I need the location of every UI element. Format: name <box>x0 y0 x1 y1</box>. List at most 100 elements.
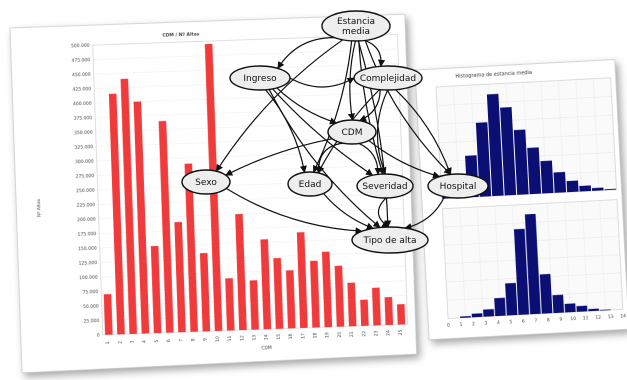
left-xtick-label: 13 <box>251 335 257 341</box>
network-edge <box>277 37 335 69</box>
right-bottom-bar <box>471 313 483 318</box>
left-bar <box>310 260 320 328</box>
left-ytick-label: 300.000 <box>75 159 94 166</box>
node-label: Tipo de alta <box>363 236 417 246</box>
network-edge <box>364 39 386 67</box>
left-gridline <box>100 266 406 278</box>
node-label: Ingreso <box>243 74 277 84</box>
left-ytick-label: 350.000 <box>74 130 93 137</box>
left-bar <box>249 280 259 330</box>
left-xtick-label: 23 <box>373 330 379 336</box>
left-bar <box>158 120 174 333</box>
left-xtick-label: 2 <box>117 341 123 344</box>
left-xtick-label: 9 <box>203 338 209 341</box>
left-bar <box>285 270 296 329</box>
left-xtick-label: 15 <box>276 334 282 340</box>
right-bottom-xtick-label: 13 <box>608 314 614 320</box>
left-xtick-label: 3 <box>129 340 135 343</box>
left-xtick-label: 21 <box>349 331 355 337</box>
left-ytick-label: 0 <box>97 333 100 339</box>
right-bottom-bar <box>483 309 495 317</box>
right-bottom-bar <box>505 282 518 316</box>
network-edge <box>268 89 381 228</box>
right-bottom-xtick-label: 7 <box>534 318 537 324</box>
left-gridline <box>93 48 398 60</box>
node-label: CDM <box>342 128 363 138</box>
left-bar <box>199 252 211 332</box>
left-gridline <box>96 150 402 162</box>
right-top-bar <box>591 187 604 191</box>
network-edge <box>358 40 385 175</box>
left-ytick-label: 250.000 <box>76 188 95 195</box>
node-label: Sexo <box>195 178 217 188</box>
network-edge <box>364 40 452 175</box>
network-edge <box>404 196 446 231</box>
network-edge <box>276 87 338 125</box>
left-bar <box>260 239 272 330</box>
right-bottom-gridline <box>599 200 606 311</box>
left-bar <box>347 282 357 327</box>
node-ellipse <box>181 169 231 195</box>
left-bar <box>396 304 406 325</box>
left-ytick-label: 375.000 <box>73 115 92 122</box>
right-bottom-gridline <box>477 206 484 317</box>
right-top-bar <box>486 93 504 197</box>
right-bottom-gridline <box>581 201 589 312</box>
left-xtick-label: 19 <box>325 332 331 338</box>
right-bottom-xtick-label: 5 <box>509 319 512 325</box>
network-node-ingreso: Ingreso <box>229 65 291 91</box>
network-edge <box>225 187 363 235</box>
network-edge <box>358 142 382 176</box>
left-xtick-label: 1 <box>105 341 111 344</box>
right-bottom-bar <box>494 297 506 317</box>
left-xtick-label: 22 <box>361 331 367 337</box>
left-bar <box>184 163 198 332</box>
right-bottom-bar <box>588 308 600 312</box>
node-ellipse <box>351 226 429 254</box>
right-bottom-bar <box>576 305 588 312</box>
left-ytick-label: 125.000 <box>79 260 98 267</box>
left-xtick-label: 18 <box>312 332 318 338</box>
right-bottom-xtick-label: 0 <box>447 323 450 329</box>
right-bottom-xtick-label: 10 <box>570 316 576 322</box>
left-bar <box>174 221 186 333</box>
left-gridline <box>100 251 406 263</box>
left-ytick-label: 200.000 <box>77 217 96 224</box>
left-gridline <box>98 193 404 205</box>
node-label: Complejidad <box>360 74 416 84</box>
network-node-sexo: Sexo <box>181 169 231 195</box>
right-top-bar <box>604 188 617 191</box>
left-bar <box>235 213 247 331</box>
left-bar <box>120 78 138 335</box>
left-xtick-label: 16 <box>288 333 294 339</box>
left-ytick-label: 400.000 <box>73 101 92 108</box>
left-chart-sheet: CDM / Nº Altas Nº Altas CDM 0 25.000 50.00… <box>9 13 418 374</box>
left-ytick-label: 50.000 <box>83 304 99 311</box>
network-node-cdm: CDM <box>327 119 377 145</box>
network-node-edad: Edad <box>287 171 333 197</box>
right-bottom-bar <box>539 273 553 314</box>
right-bottom-xtick-label: 2 <box>472 321 475 327</box>
network-edge <box>323 193 374 230</box>
right-top-bar <box>553 171 567 193</box>
left-chart-ylabel: Nº Altas <box>36 198 43 217</box>
network-edge <box>358 89 381 122</box>
left-xtick-label: 24 <box>385 330 391 336</box>
node-ellipse <box>229 65 291 91</box>
left-bar <box>273 257 284 329</box>
network-edge <box>376 89 389 175</box>
left-xtick-label: 25 <box>398 329 404 335</box>
right-bottom-gridline <box>512 205 519 315</box>
right-top-bar <box>527 147 542 195</box>
right-top-bar <box>540 160 554 194</box>
left-gridline <box>97 179 403 191</box>
left-xtick-label: 4 <box>142 340 148 343</box>
right-top-bar <box>566 180 579 193</box>
network-edge <box>265 89 307 174</box>
network-edge <box>289 77 355 88</box>
right-bottom-bar <box>524 213 541 315</box>
left-ytick-label: 475.000 <box>71 57 90 64</box>
